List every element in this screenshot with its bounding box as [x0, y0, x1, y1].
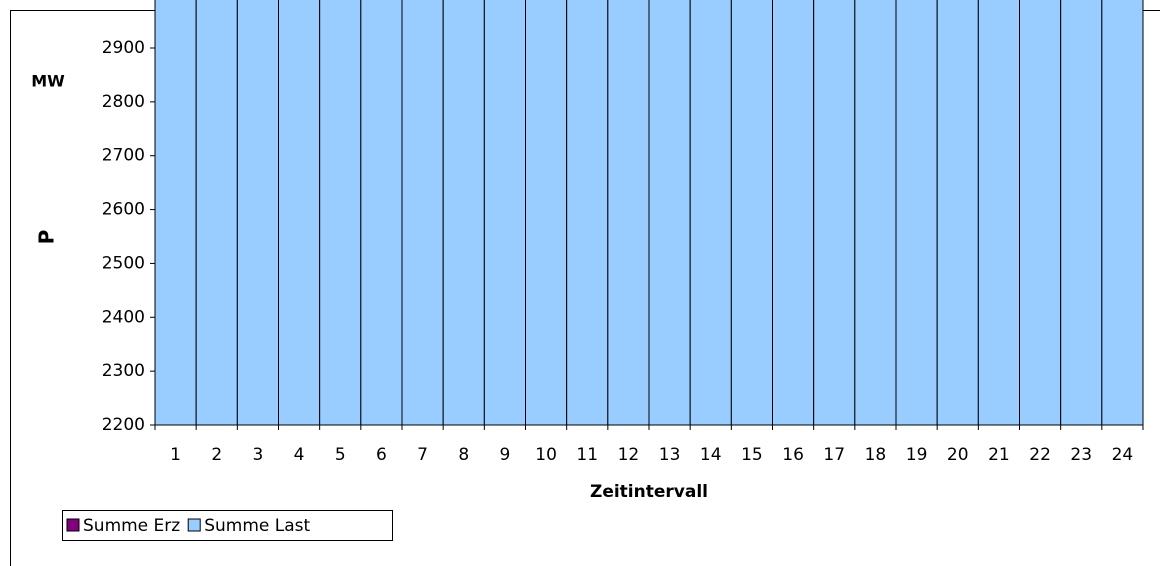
bar-segment — [525, 0, 568, 426]
x-tick-label: 7 — [417, 445, 428, 465]
x-tick-label: 22 — [1029, 445, 1051, 465]
x-tick-label: 12 — [618, 445, 640, 465]
bar-segment — [483, 0, 527, 426]
y-unit: MW — [31, 72, 65, 91]
bar-segment — [895, 0, 938, 426]
y-tick-label: 2800 — [102, 92, 145, 112]
bar-segment — [319, 0, 362, 426]
legend-swatch — [66, 518, 80, 532]
bar-segment — [977, 0, 1020, 426]
x-tick-label: 20 — [947, 445, 969, 465]
x-tick-label: 5 — [335, 445, 346, 465]
x-tick-label: 13 — [659, 445, 681, 465]
bar-segment — [1101, 0, 1144, 426]
y-tick-label: 2400 — [102, 307, 145, 327]
y-tick-label: 2600 — [102, 200, 145, 220]
x-tick-label: 24 — [1112, 445, 1134, 465]
y-tick-label: 2300 — [102, 361, 145, 381]
x-tick-label: 21 — [988, 445, 1010, 465]
legend-label: Summe Erz — [83, 516, 180, 536]
bar-segment — [442, 0, 485, 426]
bar-segment — [360, 0, 403, 426]
x-tick-label: 1 — [170, 445, 181, 465]
bar-segment — [1019, 0, 1062, 426]
bar-segment — [195, 0, 238, 426]
x-tick-label: 8 — [458, 445, 469, 465]
x-tick-label: 10 — [535, 445, 557, 465]
bar-segment — [278, 0, 321, 426]
y-tick-label: 2700 — [102, 146, 145, 166]
y-axis-label: P — [35, 230, 59, 245]
bar-segment — [401, 0, 444, 426]
x-tick-label: 9 — [500, 445, 511, 465]
x-axis-label: Zeitintervall — [590, 482, 708, 502]
x-tick-label: 18 — [865, 445, 887, 465]
bar-segment — [1060, 0, 1103, 426]
x-tick-label: 14 — [700, 445, 722, 465]
bar-segment — [854, 0, 897, 426]
x-tick-label: 17 — [823, 445, 845, 465]
x-tick-label: 6 — [376, 445, 387, 465]
x-tick-label: 3 — [253, 445, 264, 465]
bar-segment — [689, 0, 732, 426]
legend-swatch — [187, 518, 201, 532]
legend-label: Summe Last — [204, 516, 310, 536]
x-tick-label: 15 — [741, 445, 763, 465]
y-tick-label: 2500 — [102, 253, 145, 273]
x-tick-label: 19 — [906, 445, 928, 465]
bar-segment — [566, 0, 609, 426]
bar-segment — [236, 0, 279, 426]
bar-segment — [730, 0, 773, 426]
bar-segment — [607, 0, 650, 426]
y-tick-label: 2200 — [102, 415, 145, 435]
legend — [62, 510, 393, 541]
x-tick-label: 4 — [294, 445, 305, 465]
x-tick-label: 2 — [211, 445, 222, 465]
y-tick-label: 2900 — [102, 38, 145, 58]
x-tick-label: 11 — [576, 445, 598, 465]
x-tick-label: 23 — [1070, 445, 1092, 465]
bar-segment — [648, 0, 691, 426]
bar-segment — [936, 0, 979, 426]
x-tick-label: 16 — [782, 445, 804, 465]
bar-segment — [154, 0, 197, 426]
bar-segment — [772, 0, 815, 426]
bar-segment — [813, 0, 856, 426]
